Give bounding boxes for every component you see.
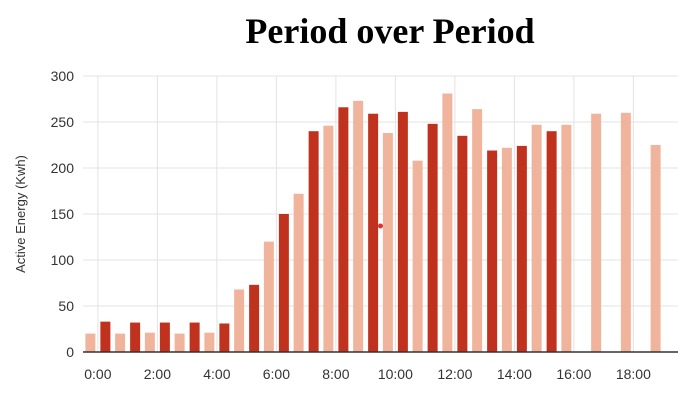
x-tick-label: 10:00 <box>378 366 413 382</box>
bar-series-2 <box>516 145 527 352</box>
bar-series-1 <box>293 193 304 352</box>
y-tick-label: 200 <box>51 160 75 176</box>
bar-series-1 <box>591 113 602 352</box>
bar-series-1 <box>650 145 661 352</box>
bar-series-2 <box>130 322 141 352</box>
x-tick-label: 12:00 <box>437 366 472 382</box>
x-tick-label: 14:00 <box>497 366 532 382</box>
bar-series-1 <box>115 333 126 352</box>
y-tick-label: 100 <box>51 252 75 268</box>
bar-series-2 <box>457 135 468 352</box>
bar-series-1 <box>531 124 542 352</box>
x-tick-label: 18:00 <box>616 366 651 382</box>
tick-labels: 0 50 100 150 200 250 300 0:00 2:00 4:00 6:00 8:00 10… <box>51 68 651 382</box>
bar-series-2 <box>189 322 200 352</box>
y-tick-label: 150 <box>51 206 75 222</box>
bar-series-1 <box>144 332 155 352</box>
bar-series-2 <box>427 123 438 352</box>
bar-series-2 <box>487 150 498 352</box>
x-tick-label: 6:00 <box>263 366 290 382</box>
x-tick-label: 8:00 <box>322 366 349 382</box>
bar-series-2 <box>100 321 111 352</box>
bar-series-1 <box>353 100 364 352</box>
bar-series-1 <box>263 241 274 352</box>
bar-series-1 <box>204 332 215 352</box>
bar-series-1 <box>620 112 631 352</box>
y-tick-label: 0 <box>66 344 74 360</box>
y-tick-label: 250 <box>51 114 75 130</box>
bar-series-1 <box>472 109 483 353</box>
bar-series-1 <box>561 124 572 352</box>
bar-series-2 <box>249 284 260 352</box>
bar-series-1 <box>442 93 453 352</box>
y-tick-label: 300 <box>51 68 75 84</box>
bar-series-2 <box>338 107 349 352</box>
bar-series-2 <box>546 131 557 352</box>
bar-series-2 <box>159 322 170 352</box>
bar-series-2 <box>219 323 230 352</box>
bar-series-1 <box>174 333 185 352</box>
bar-series-2 <box>278 214 289 352</box>
bar-series-1 <box>501 147 512 352</box>
bar-series-2 <box>368 113 379 352</box>
x-tick-label: 2:00 <box>144 366 171 382</box>
x-tick-label: 4:00 <box>203 366 230 382</box>
bar-series-1 <box>382 133 393 352</box>
x-tick-label: 16:00 <box>556 366 591 382</box>
x-tick-label: 0:00 <box>84 366 111 382</box>
bar-series-2 <box>308 131 319 352</box>
bar-series-1 <box>234 289 245 352</box>
bars <box>85 93 661 353</box>
bar-series-1 <box>412 160 423 352</box>
y-axis-title: Active Energy (Kwh) <box>13 155 28 273</box>
annotation-dot <box>378 223 383 229</box>
bar-series-1 <box>85 333 96 352</box>
grid <box>83 75 678 352</box>
bar-series-1 <box>323 125 334 353</box>
bar-series-2 <box>397 111 408 352</box>
chart-title: Period over Period <box>245 11 535 51</box>
y-tick-label: 50 <box>58 298 74 314</box>
